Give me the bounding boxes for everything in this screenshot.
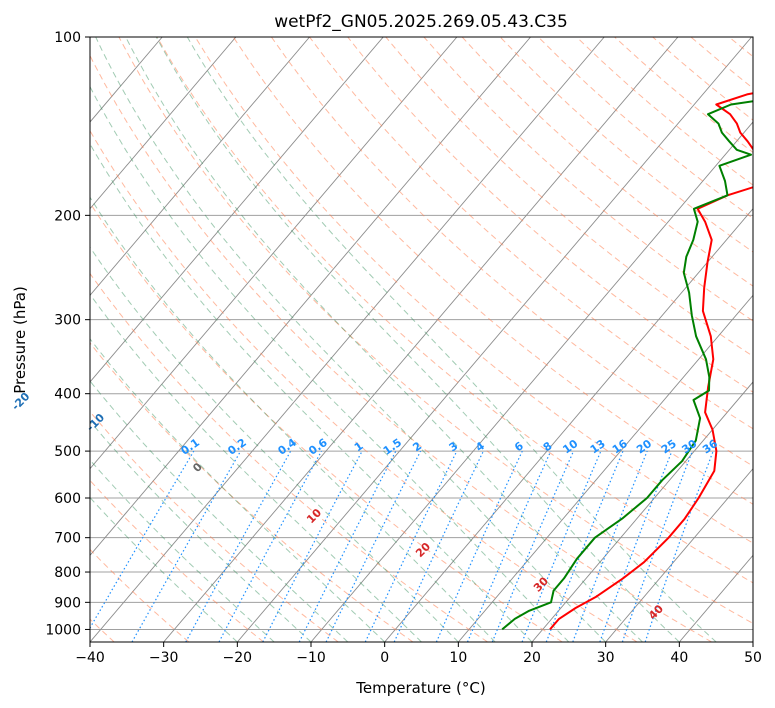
y-tick-label: 800 [54,565,81,581]
dry-adiabat [309,37,753,430]
x-tick-label: −40 [75,650,105,666]
mixing-ratio-line [621,450,693,642]
mixing-ratio-line [298,450,397,642]
mixing-ratio-line [545,450,624,642]
mixing-ratio-line [466,450,552,642]
moist-adiabat [90,459,275,642]
y-tick-label: 400 [54,387,81,403]
axis-ticks: −40 −30 −20 −10 0 10 20 30 40 50 100 200 300 400 500 60… [45,30,762,666]
isotherm-line [605,467,753,642]
x-tick-label: 10 [449,650,467,666]
plot-frame [89,36,754,643]
mixing-ratio-line [185,450,292,642]
moist-adiabat [90,196,496,642]
isotherm-line [90,37,384,383]
mixing-ratio-line [599,450,673,642]
dewpoint-trace [501,100,753,631]
x-tick-label: −10 [296,650,326,666]
isotherm-line [457,294,753,642]
dry-adiabat [232,37,753,505]
isotherm-line [90,37,531,557]
dry-adiabat [90,548,190,642]
y-tick-label: 300 [54,313,81,329]
x-tick-label: −30 [149,650,179,666]
mixing-ratio-line [521,450,602,642]
moist-adiabat [90,496,238,642]
dry-adiabat [90,54,712,642]
moist-adiabat [90,142,533,642]
dry-adiabat [461,37,753,287]
y-axis-label: Pressure (hPa) [11,286,29,394]
x-tick-label: −20 [223,650,253,666]
dry-adiabat [194,37,753,544]
chart-title: wetPf2_GN05.2025.269.05.43.C35 [274,12,568,32]
x-axis-label: Temperature (°C) [355,679,485,697]
isotherm-line [384,207,753,642]
y-tick-label: 500 [54,444,81,460]
moist-adiabat [90,246,459,642]
dry-adiabat [118,37,753,624]
background-grid [90,37,753,642]
y-tick-label: 1000 [45,622,81,638]
dry-adiabat [156,37,753,584]
sounding-traces [501,92,753,631]
x-tick-label: 30 [597,650,615,666]
dry-adiabat [90,202,563,642]
isotherm-line [90,37,310,297]
dry-adiabat [90,129,638,642]
isotherm-line [90,37,458,470]
dry-adiabat [347,37,753,393]
isotherm-line [236,37,752,642]
moist-adiabat [186,37,717,642]
isotherm-line [90,37,605,642]
x-tick-label: 40 [670,650,688,666]
y-tick-label: 600 [54,491,81,507]
temperature-trace [549,92,753,631]
y-tick-label: 100 [54,30,81,46]
x-tick-label: 0 [380,650,389,666]
mixing-ratio-line [218,450,323,642]
dry-adiabat [90,272,488,642]
mixing-ratio-line [491,450,575,642]
y-tick-label: 700 [54,531,81,547]
dry-adiabat [90,342,414,642]
x-tick-label: 50 [744,650,762,666]
y-tick-label: 900 [54,595,81,611]
dry-adiabat [270,37,753,467]
moist-adiabat [125,37,643,642]
moist-adiabat [95,37,607,642]
isotherm-line [90,37,237,210]
moist-adiabat [90,293,422,642]
moist-adiabat [90,85,570,642]
mixing-ratio-line [644,450,714,642]
isotherm-line [531,381,753,642]
mixing-ratio-line [572,450,648,642]
x-tick-label: 20 [523,650,541,666]
dry-adiabat [90,479,264,642]
y-tick-label: 200 [54,208,81,224]
moist-adiabat [155,37,680,642]
moist-adiabat [90,337,386,642]
isotherm-line [163,37,679,642]
moist-adiabat [90,420,312,642]
moist-adiabat [90,380,349,642]
mixing-ratio-line [435,450,523,642]
mixing-ratio-line [325,450,422,642]
